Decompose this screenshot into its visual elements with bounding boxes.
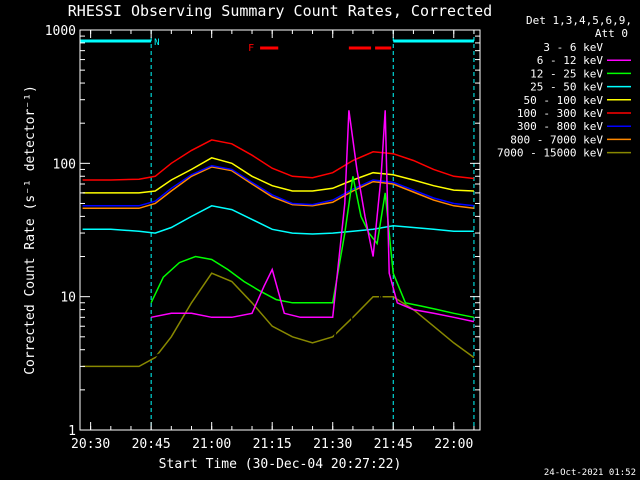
legend-header-line2: Att 0 xyxy=(595,27,628,40)
x-tick-label: 21:30 xyxy=(313,437,352,452)
series-line xyxy=(150,273,390,407)
legend-label: 50 - 100 keV xyxy=(524,94,604,107)
series-line xyxy=(150,176,475,319)
chart-title: RHESSI Observing Summary Count Rates, Co… xyxy=(68,2,492,20)
series-line xyxy=(82,205,474,235)
flare-flag-label: F xyxy=(248,43,254,54)
legend-label: 800 - 7000 keV xyxy=(510,133,603,146)
legend-label: 6 - 12 keV xyxy=(537,54,604,67)
legend-label: 100 - 300 keV xyxy=(517,107,603,120)
y-tick-label: 10 xyxy=(60,291,76,306)
series-line xyxy=(150,110,475,323)
x-tick-label: 20:30 xyxy=(71,437,110,452)
axes: 20:30 20:45 21:00 21:15 21:30 21:45 22:00 1 10 10… xyxy=(45,24,480,452)
legend-label: 300 - 800 keV xyxy=(517,120,603,133)
series-line xyxy=(82,156,474,194)
y-axis-label: Corrected Count Rate (s⁻¹ detector⁻¹) xyxy=(23,85,38,375)
legend-label: 12 - 25 keV xyxy=(530,67,603,80)
x-tick-label: 21:15 xyxy=(253,437,292,452)
legend-header-line1: Det 1,3,4,5,6,9, xyxy=(526,14,632,27)
timestamp: 24-Oct-2021 01:52 xyxy=(544,468,636,478)
night-flag-label: N xyxy=(154,38,159,48)
series-line xyxy=(82,166,474,210)
series-line xyxy=(82,139,474,181)
series-line xyxy=(82,164,474,207)
x-axis-label: Start Time (30-Dec-04 20:27:22) xyxy=(159,457,402,472)
legend-label: 25 - 50 keV xyxy=(530,81,603,94)
legend-label: 3 - 6 keV xyxy=(543,41,603,54)
y-tick-label: 100 xyxy=(53,157,76,172)
x-tick-label: 20:45 xyxy=(132,437,171,452)
y-tick-label: 1 xyxy=(68,424,76,439)
legend-label: 7000 - 15000 keV xyxy=(497,147,603,160)
x-tick-label: 21:45 xyxy=(374,437,413,452)
x-tick-label: 22:00 xyxy=(434,437,473,452)
x-tick-label: 21:00 xyxy=(192,437,231,452)
plot-frame xyxy=(79,29,481,431)
y-tick-label: 1000 xyxy=(45,24,76,39)
